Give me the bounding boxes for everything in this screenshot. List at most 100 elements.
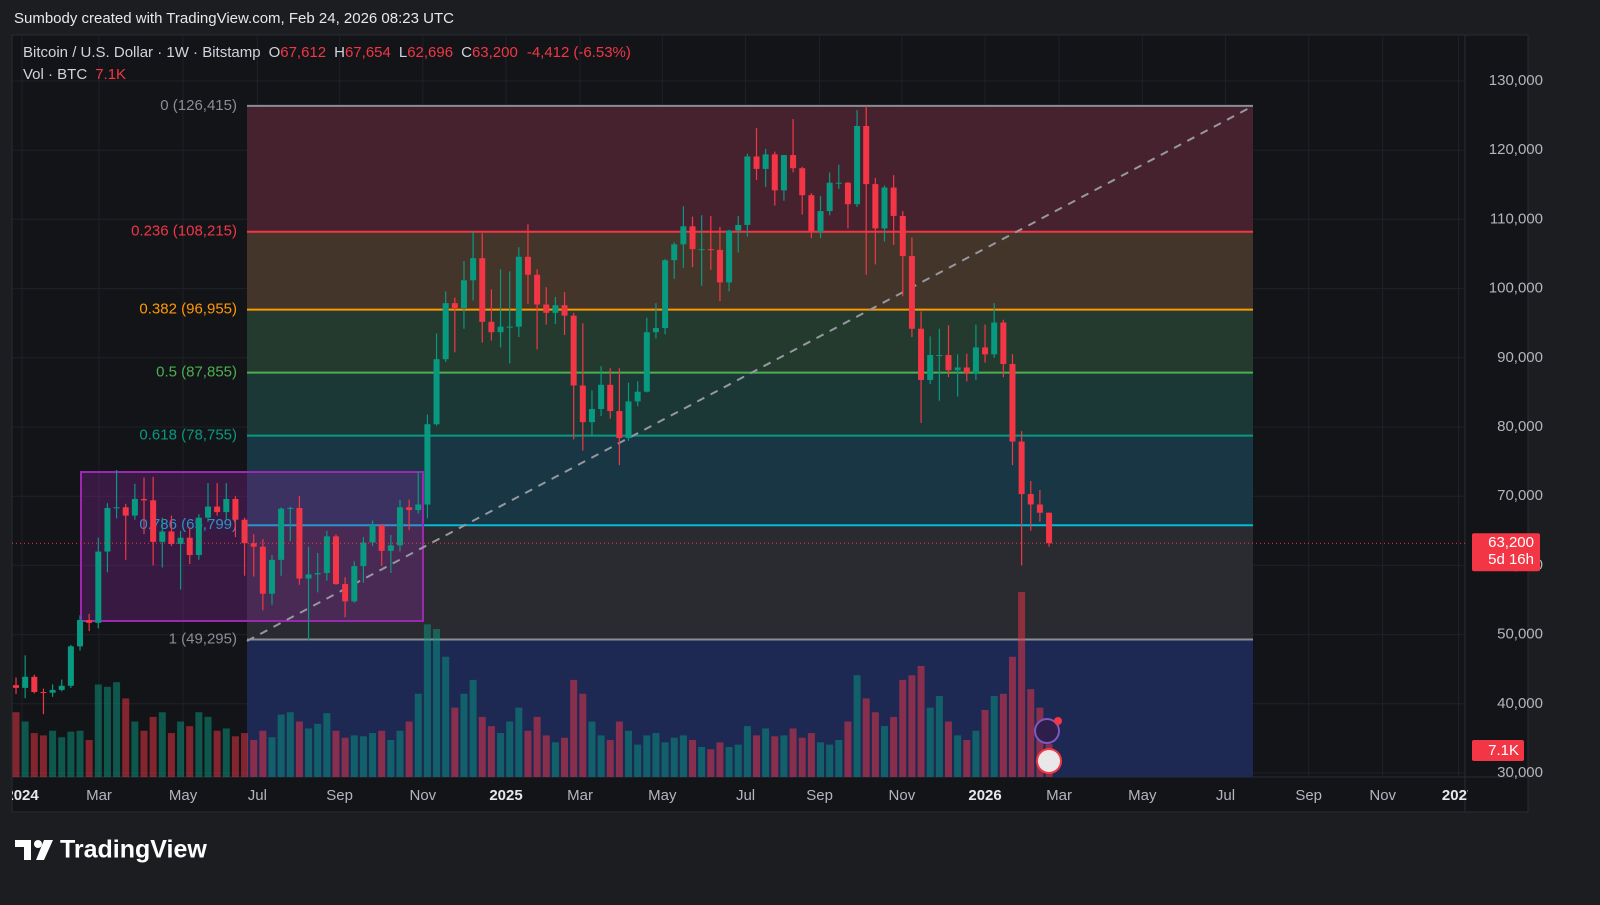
- fib-band: [247, 372, 1253, 436]
- candle-body: [369, 525, 376, 543]
- candle-body: [387, 545, 394, 551]
- candle-body: [744, 156, 751, 225]
- volume-bar: [140, 730, 148, 777]
- candle-body: [543, 304, 550, 313]
- candle-body: [936, 355, 943, 357]
- volume-bar: [268, 737, 276, 777]
- time-axis: 2024 Mar May Jul Sep Nov 2025 Mar May Jul Sep Nov 20…: [12, 787, 1475, 804]
- candle-body: [13, 685, 20, 688]
- y-tick-label: 50,000: [1497, 626, 1543, 643]
- candle-body: [625, 401, 632, 439]
- volume-bar: [122, 698, 130, 777]
- candle-body: [214, 506, 221, 513]
- volume-bar: [771, 736, 779, 777]
- volume-bar: [780, 735, 788, 777]
- candle-body: [470, 258, 477, 281]
- candle-body: [890, 187, 897, 216]
- volume-bar: [414, 693, 422, 777]
- volume-bar: [177, 721, 185, 777]
- volume-bar: [49, 730, 57, 777]
- candle-body: [296, 507, 303, 579]
- x-tick-label: Jul: [1216, 787, 1235, 804]
- volume-bar: [944, 721, 952, 777]
- volume-bar: [387, 740, 395, 777]
- candle-body: [908, 256, 915, 329]
- volume-bar: [1008, 656, 1016, 777]
- volume-bar: [231, 736, 239, 777]
- candle-body: [808, 195, 815, 232]
- candle-body: [579, 385, 586, 423]
- brand-name: TradingView: [60, 836, 207, 864]
- candle-body: [552, 305, 559, 313]
- candle-body: [634, 391, 641, 402]
- candles: [13, 105, 1053, 715]
- legend-value: 67,654: [345, 44, 391, 61]
- fib-label: 0.618 (78,755): [139, 427, 237, 444]
- y-tick-label: 90,000: [1497, 349, 1543, 366]
- volume-bar: [332, 730, 340, 777]
- volume-bar: [305, 728, 313, 777]
- volume-pane: [12, 592, 1053, 777]
- logo-mark: [36, 840, 53, 860]
- candle-body: [863, 125, 870, 185]
- volume-bar: [807, 733, 815, 777]
- volume-bar: [625, 730, 633, 777]
- candle-body: [342, 584, 349, 602]
- volume-bar: [359, 736, 367, 777]
- volume-bar: [652, 733, 660, 777]
- volume-bar: [835, 740, 843, 777]
- candle-body: [232, 498, 239, 520]
- x-tick-label: Nov: [409, 787, 436, 804]
- candle-body: [40, 692, 47, 694]
- candle-body: [150, 500, 157, 542]
- volume-bar: [149, 716, 157, 777]
- volume-bar: [67, 731, 75, 777]
- candle-body: [442, 303, 449, 360]
- y-tick-label: 40,000: [1497, 695, 1543, 712]
- volume-bar: [707, 749, 715, 777]
- price-tag-countdown: 5d 16h: [1488, 551, 1534, 568]
- y-tick-label: 80,000: [1497, 418, 1543, 435]
- candle-body: [268, 559, 275, 594]
- candle-body: [1018, 441, 1025, 495]
- volume-bar: [433, 629, 441, 777]
- candle-body: [31, 676, 38, 693]
- candle-body: [972, 347, 979, 374]
- candle-body: [899, 215, 906, 257]
- volume-bar: [423, 624, 431, 777]
- legend-letter: H: [334, 44, 345, 61]
- candle-body: [588, 409, 595, 423]
- candle-body: [1000, 322, 1007, 365]
- event-icons: [1034, 717, 1062, 774]
- legend-value: 67,612: [280, 44, 326, 61]
- legend-letter: O: [269, 44, 281, 61]
- candle-body: [278, 508, 285, 560]
- x-tick-label: Jul: [736, 787, 755, 804]
- candle-body: [570, 315, 577, 386]
- trend-line: [246, 105, 1254, 642]
- candle-body: [515, 256, 522, 327]
- candle-body: [506, 326, 513, 328]
- volume-bar: [606, 740, 614, 777]
- candle-body: [698, 249, 705, 251]
- volume-bar: [39, 735, 47, 777]
- candle-body: [259, 546, 266, 594]
- y-tick-label: 120,000: [1489, 141, 1543, 158]
- candle-body: [954, 367, 961, 371]
- candle-body: [1009, 364, 1016, 442]
- candle-body: [433, 359, 440, 425]
- volume-bar: [369, 733, 377, 777]
- volume-bar: [817, 742, 825, 777]
- volume-bar: [862, 698, 870, 777]
- x-tick-label: 2027: [1442, 787, 1475, 804]
- legend-value: 63,200: [472, 44, 518, 61]
- candle-body: [287, 507, 294, 509]
- volume-bar: [716, 742, 724, 777]
- fib-band: [247, 231, 1253, 310]
- volume-bar: [561, 737, 569, 777]
- candle-body: [122, 507, 129, 516]
- volume-bar: [908, 675, 916, 777]
- volume-bar: [314, 723, 322, 777]
